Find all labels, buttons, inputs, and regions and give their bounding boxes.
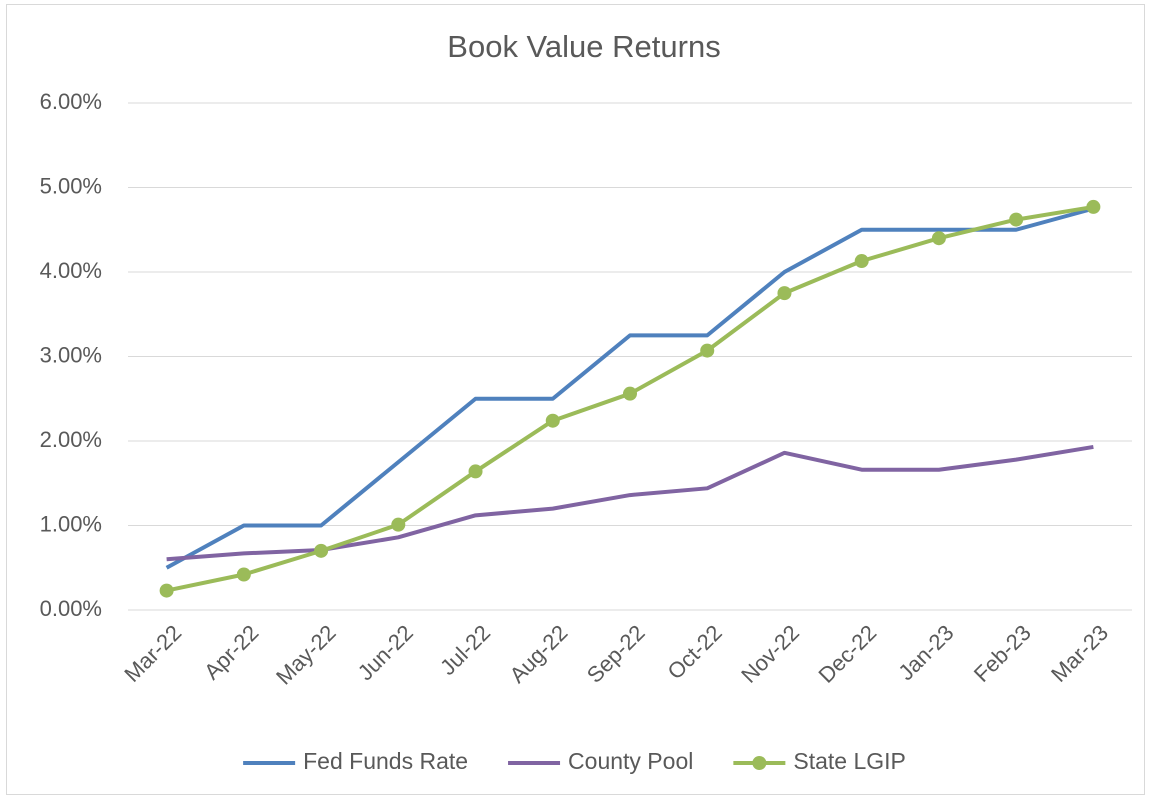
legend-label: County Pool bbox=[568, 748, 693, 774]
y-tick-label: 1.00% bbox=[40, 511, 102, 536]
series-marker bbox=[1086, 199, 1101, 214]
y-tick-label: 4.00% bbox=[40, 258, 102, 283]
series-marker bbox=[391, 517, 406, 532]
series-marker bbox=[1009, 212, 1024, 227]
y-tick-label: 2.00% bbox=[40, 427, 102, 452]
series-marker bbox=[314, 543, 329, 558]
legend-label: Fed Funds Rate bbox=[303, 748, 468, 774]
y-tick-label: 5.00% bbox=[40, 173, 102, 198]
y-tick-label: 0.00% bbox=[40, 596, 102, 621]
series-marker bbox=[468, 464, 483, 479]
legend-label: State LGIP bbox=[793, 748, 906, 774]
series-marker bbox=[777, 286, 792, 301]
y-tick-label: 3.00% bbox=[40, 342, 102, 367]
series-marker bbox=[159, 583, 174, 598]
series-marker bbox=[623, 386, 637, 401]
series-line bbox=[165, 206, 1094, 570]
chart-title: Book Value Returns bbox=[447, 29, 720, 64]
series-marker bbox=[854, 254, 869, 269]
series-marker bbox=[236, 567, 251, 582]
series-marker bbox=[545, 413, 560, 428]
series-marker bbox=[700, 343, 715, 358]
series-marker bbox=[931, 231, 946, 246]
legend-marker bbox=[752, 756, 767, 770]
chart-border bbox=[6, 4, 1145, 795]
y-tick-label: 6.00% bbox=[40, 89, 102, 114]
